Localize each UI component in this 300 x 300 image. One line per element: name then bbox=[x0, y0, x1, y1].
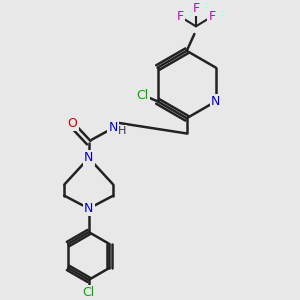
Text: N: N bbox=[84, 152, 94, 164]
Text: N: N bbox=[84, 152, 94, 164]
Text: O: O bbox=[68, 117, 77, 130]
Text: Cl: Cl bbox=[82, 286, 95, 299]
Text: N: N bbox=[211, 95, 220, 108]
Text: Cl: Cl bbox=[136, 89, 148, 102]
Text: H: H bbox=[118, 126, 127, 136]
Text: N: N bbox=[84, 202, 94, 215]
Text: F: F bbox=[192, 2, 200, 15]
Text: F: F bbox=[176, 10, 184, 23]
Text: N: N bbox=[109, 121, 118, 134]
Text: F: F bbox=[208, 10, 215, 23]
